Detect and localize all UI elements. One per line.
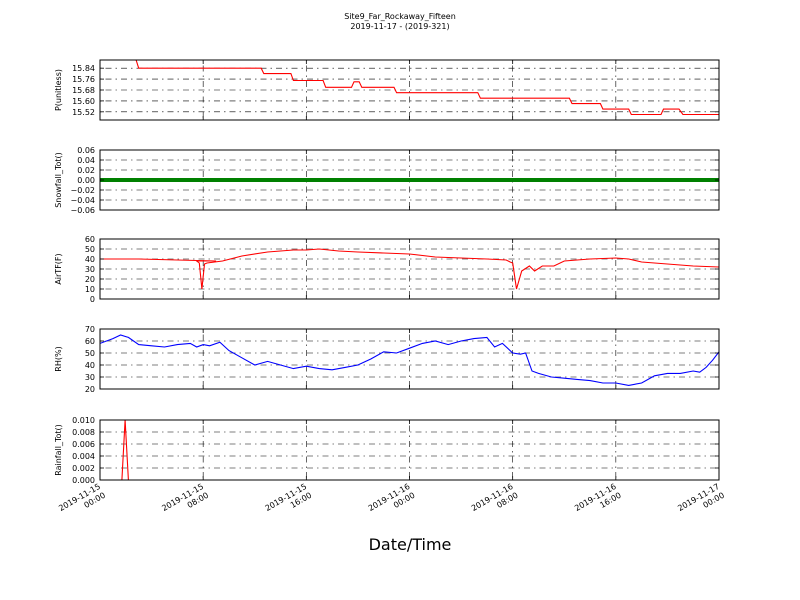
- panel-5: 0.010 0.008 0.006 0.004 0.002 0.000 Rainfall_T…: [54, 416, 720, 485]
- panel-2: 0.060.040.020.00−0.02−0.04−0.06 Snowfall_…: [54, 146, 720, 215]
- y-tick-label: 0.02: [77, 166, 95, 175]
- y-axis-label: RH(%): [54, 346, 63, 371]
- y-tick-label: 40: [85, 361, 95, 370]
- chart-title: Site9_Far_Rockaway_Fifteen: [344, 12, 456, 21]
- panel-4: 70 60 50 40 30 20 RH(%): [54, 325, 720, 394]
- y-tick-label: −0.06: [70, 206, 95, 215]
- y-tick-label: 15.76: [72, 75, 95, 84]
- y-tick-label: 0.008: [72, 428, 95, 437]
- x-axis-label: Date/Time: [369, 535, 452, 554]
- y-tick-label: −0.02: [70, 186, 95, 195]
- panel-1: 15.84 15.76 15.68 15.60 15.52 P(unitless): [54, 59, 720, 121]
- y-tick-label: 0.002: [72, 464, 95, 473]
- y-tick-label: 10: [85, 285, 95, 294]
- y-tick-label: 20: [85, 385, 95, 394]
- y-tick-label: 15.68: [72, 86, 95, 95]
- y-tick-label: 15.52: [72, 108, 95, 117]
- y-tick-label: 60: [85, 337, 95, 346]
- y-axis-label: Snowfall_Tot(): [54, 152, 63, 208]
- y-tick-label: 0.06: [77, 146, 95, 155]
- y-tick-label: 15.84: [72, 64, 95, 73]
- y-tick-label: 40: [85, 255, 95, 264]
- y-tick-label: 50: [85, 245, 95, 254]
- y-tick-label: 50: [85, 349, 95, 358]
- series-line-3: [100, 248, 719, 290]
- y-tick-label: 30: [85, 265, 95, 274]
- y-axis-label: AirTF(F): [54, 253, 63, 284]
- y-tick-label: −0.04: [70, 196, 95, 205]
- y-tick-label: 0: [90, 295, 95, 304]
- y-tick-label: 30: [85, 373, 95, 382]
- y-tick-label: 0.000: [72, 476, 95, 485]
- y-tick-label: 20: [85, 275, 95, 284]
- series-line-1: [100, 60, 719, 116]
- y-tick-label: 0.00: [77, 176, 95, 185]
- series-line-4: [100, 334, 719, 386]
- y-tick-label: 0.010: [72, 416, 95, 425]
- y-tick-label: 60: [85, 235, 95, 244]
- chart-subtitle: 2019-11-17 - (2019-321): [350, 22, 449, 31]
- y-tick-label: 15.60: [72, 97, 95, 106]
- y-axis-label: Rainfall_Tot(): [54, 424, 63, 476]
- y-tick-label: 0.004: [72, 452, 95, 461]
- y-tick-label: 0.006: [72, 440, 95, 449]
- y-axis-label: P(unitless): [54, 69, 63, 111]
- y-tick-label: 70: [85, 325, 95, 334]
- y-tick-label: 0.04: [77, 156, 95, 165]
